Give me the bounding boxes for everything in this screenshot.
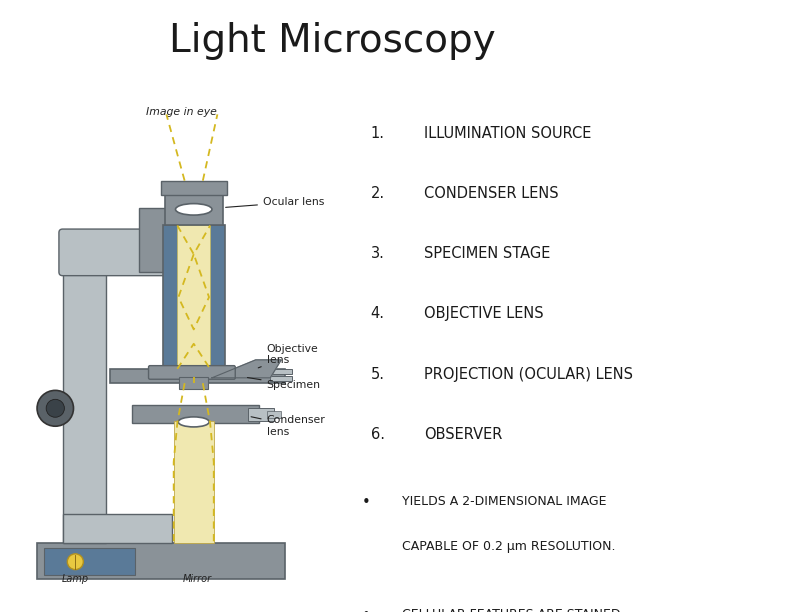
FancyBboxPatch shape xyxy=(149,365,235,379)
Text: 5.: 5. xyxy=(371,367,385,382)
Text: YIELDS A 2-DIMENSIONAL IMAGE: YIELDS A 2-DIMENSIONAL IMAGE xyxy=(402,494,606,508)
FancyBboxPatch shape xyxy=(63,514,172,543)
Circle shape xyxy=(67,554,83,570)
Text: Lamp: Lamp xyxy=(62,574,89,584)
Text: 1.: 1. xyxy=(371,126,385,141)
Circle shape xyxy=(46,400,64,417)
Text: 4.: 4. xyxy=(371,307,385,321)
Text: Light Microscopy: Light Microscopy xyxy=(169,22,496,61)
Text: Objective
lens: Objective lens xyxy=(258,344,318,368)
Text: OBSERVER: OBSERVER xyxy=(424,427,502,442)
Text: PROJECTION (OCULAR) LENS: PROJECTION (OCULAR) LENS xyxy=(424,367,633,382)
FancyBboxPatch shape xyxy=(165,193,223,225)
Text: CELLULAR FEATURES ARE STAINED: CELLULAR FEATURES ARE STAINED xyxy=(402,608,620,612)
Text: Ocular lens: Ocular lens xyxy=(226,197,324,207)
FancyBboxPatch shape xyxy=(270,376,292,381)
Text: 6.: 6. xyxy=(371,427,385,442)
FancyBboxPatch shape xyxy=(59,229,194,275)
Ellipse shape xyxy=(176,204,212,215)
FancyBboxPatch shape xyxy=(63,263,106,543)
FancyBboxPatch shape xyxy=(177,225,210,369)
Text: 2.: 2. xyxy=(371,186,385,201)
FancyBboxPatch shape xyxy=(44,548,135,575)
Text: •: • xyxy=(362,608,371,612)
Text: •: • xyxy=(362,494,371,510)
Text: OBJECTIVE LENS: OBJECTIVE LENS xyxy=(424,307,543,321)
FancyBboxPatch shape xyxy=(37,543,285,578)
FancyBboxPatch shape xyxy=(173,421,214,543)
Text: Image in eye: Image in eye xyxy=(147,107,217,117)
Text: 3.: 3. xyxy=(371,246,385,261)
FancyBboxPatch shape xyxy=(179,377,208,389)
FancyBboxPatch shape xyxy=(270,369,292,375)
Text: SPECIMEN STAGE: SPECIMEN STAGE xyxy=(424,246,550,261)
Circle shape xyxy=(37,390,74,426)
FancyBboxPatch shape xyxy=(249,408,274,421)
Text: ILLUMINATION SOURCE: ILLUMINATION SOURCE xyxy=(424,126,592,141)
Text: Specimen: Specimen xyxy=(247,378,321,390)
Text: Condenser
lens: Condenser lens xyxy=(251,416,326,437)
Polygon shape xyxy=(212,360,281,378)
Ellipse shape xyxy=(178,417,209,427)
FancyBboxPatch shape xyxy=(110,369,285,383)
Text: CONDENSER LENS: CONDENSER LENS xyxy=(424,186,558,201)
FancyBboxPatch shape xyxy=(163,225,225,369)
FancyBboxPatch shape xyxy=(267,411,281,419)
FancyBboxPatch shape xyxy=(131,405,259,423)
Text: Mirror: Mirror xyxy=(183,574,212,584)
FancyBboxPatch shape xyxy=(161,181,227,195)
Text: CAPABLE OF 0.2 μm RESOLUTION.: CAPABLE OF 0.2 μm RESOLUTION. xyxy=(402,540,615,553)
FancyBboxPatch shape xyxy=(139,207,190,272)
